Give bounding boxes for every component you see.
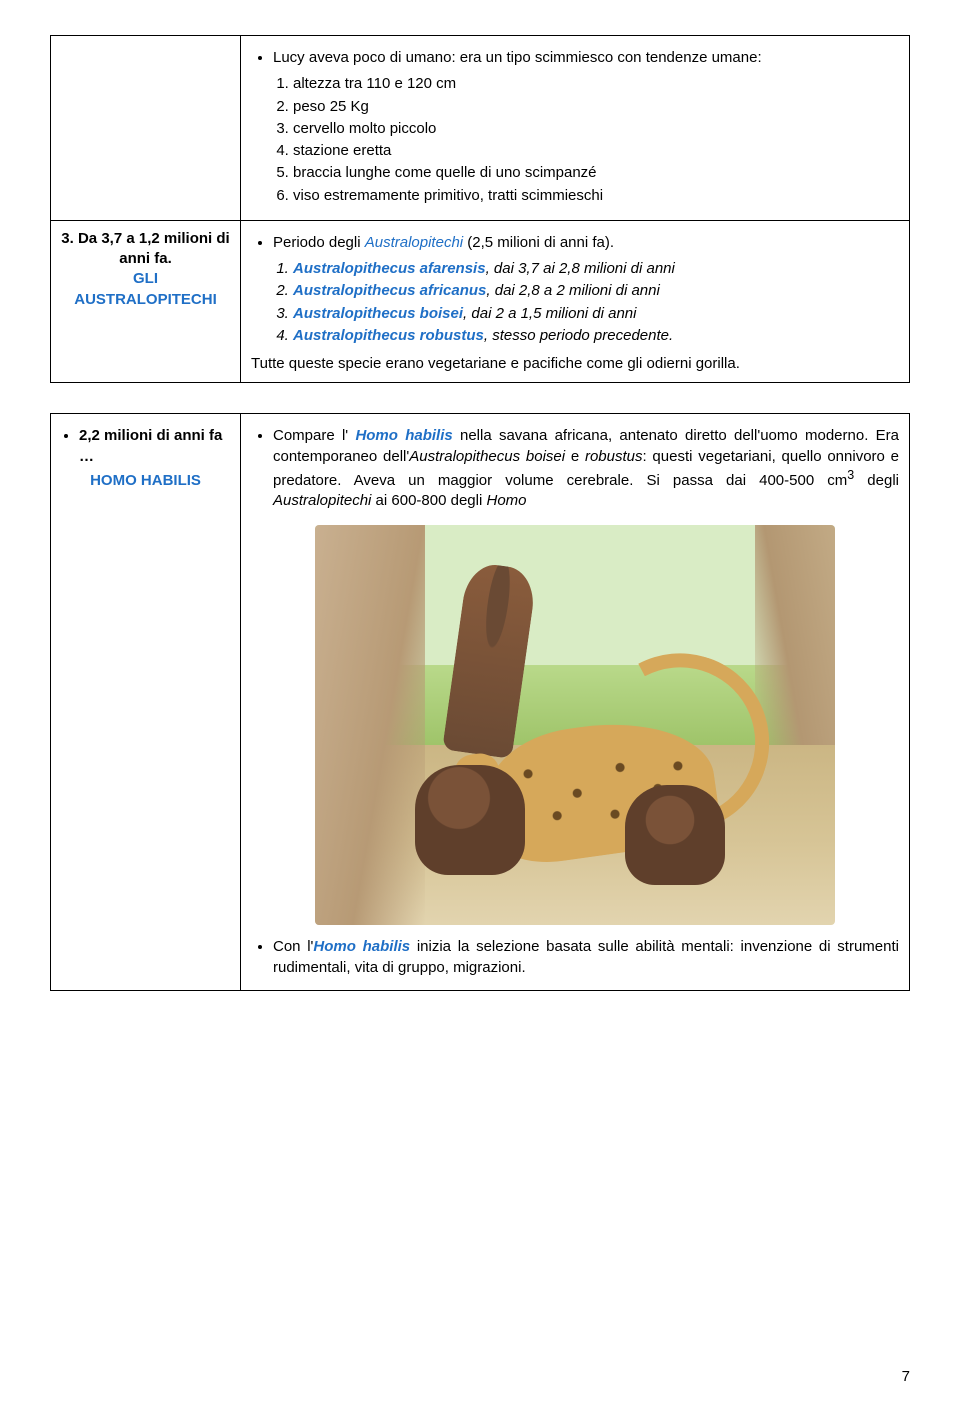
row1-item: braccia lunghe come quelle di uno scimpa… [293,163,899,183]
row2-left-line1: 3. Da 3,7 a 1,2 milioni di anni fa. [61,229,230,270]
row2-species: Australopithecus boisei, dai 2 a 1,5 mil… [293,304,899,324]
row1-item: altezza tra 110 e 120 cm [293,74,899,94]
row1-right: Lucy aveva poco di umano: era un tipo sc… [241,36,910,221]
row2-species: Australopithecus africanus, dai 2,8 a 2 … [293,281,899,301]
content-table: Lucy aveva poco di umano: era un tipo sc… [50,35,910,383]
page-number: 7 [902,1368,910,1385]
row2-left: 3. Da 3,7 a 1,2 milioni di anni fa. GLI … [51,220,241,383]
row3-left-line1: 2,2 milioni di anni fa … [79,426,230,467]
row3-p1: Compare l' Homo habilis nella savana afr… [273,426,899,511]
row2-species: Australopithecus afarensis, dai 3,7 ai 2… [293,259,899,279]
row2-species-list: Australopithecus afarensis, dai 3,7 ai 2… [251,259,899,346]
row2-conclusion: Tutte queste specie erano vegetariane e … [251,354,899,374]
row3-right: Compare l' Homo habilis nella savana afr… [241,414,910,991]
row2-left-line2: GLI AUSTRALOPITECHI [61,269,230,310]
row1-item: viso estremamente primitivo, tratti scim… [293,186,899,206]
row1-left-empty [51,36,241,221]
row3-left-line2: HOMO HABILIS [61,471,230,491]
row1-item: cervello molto piccolo [293,119,899,139]
illustration-homo-habilis [315,525,835,925]
row1-intro: Lucy aveva poco di umano: era un tipo sc… [273,48,899,68]
row1-item: stazione eretta [293,141,899,161]
row2-bullet: Periodo degli Australopitechi (2,5 milio… [273,233,899,253]
row1-item: peso 25 Kg [293,97,899,117]
row2-species: Australopithecus robustus, stesso period… [293,326,899,346]
row1-list: altezza tra 110 e 120 cm peso 25 Kg cerv… [251,74,899,206]
row3-p2: Con l'Homo habilis inizia la selezione b… [273,937,899,978]
row3-left: 2,2 milioni di anni fa … HOMO HABILIS [51,414,241,991]
content-table-2: 2,2 milioni di anni fa … HOMO HABILIS Co… [50,413,910,991]
row2-right: Periodo degli Australopitechi (2,5 milio… [241,220,910,383]
